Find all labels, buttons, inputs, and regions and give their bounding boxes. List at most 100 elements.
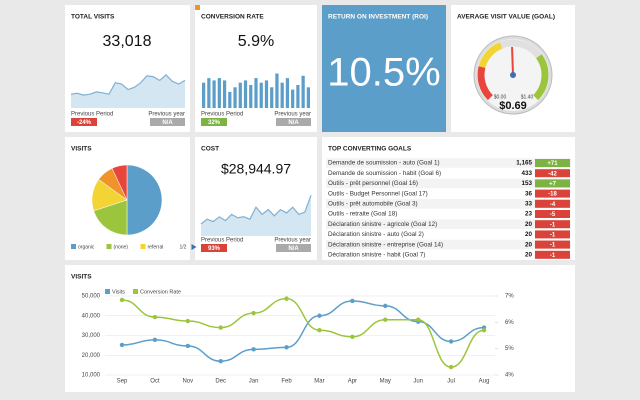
kpi-value: 10.5% bbox=[327, 51, 440, 95]
bar bbox=[296, 85, 300, 108]
legend-label: Conversion Rate bbox=[140, 289, 181, 295]
point bbox=[185, 343, 191, 349]
bar bbox=[202, 82, 206, 108]
y-tick-label: 10,000 bbox=[82, 373, 101, 379]
widget-title: VISITS bbox=[71, 146, 92, 153]
point bbox=[317, 313, 322, 318]
point bbox=[350, 298, 355, 304]
point bbox=[383, 303, 388, 309]
goal-count: 153 bbox=[521, 180, 532, 187]
widget-title: COST bbox=[201, 146, 219, 153]
bar bbox=[306, 87, 310, 108]
goal-name: Outils - prêt personnel (Goal 16) bbox=[328, 180, 418, 187]
goal-count: 20 bbox=[525, 221, 533, 228]
row-stripe bbox=[326, 219, 571, 229]
point bbox=[119, 342, 125, 348]
badge-text: -4 bbox=[550, 202, 556, 208]
point bbox=[317, 328, 322, 333]
sparkline-area bbox=[71, 74, 185, 108]
badge bbox=[535, 240, 570, 249]
point bbox=[448, 339, 454, 344]
label: Previous year bbox=[274, 238, 311, 244]
badge-text: -24% bbox=[77, 120, 92, 126]
label: Previous year bbox=[274, 112, 311, 118]
goal-name: Déclaration sinistre - agricole (Goal 12… bbox=[328, 221, 437, 228]
row-stripe bbox=[326, 239, 571, 250]
badge-text: N/A bbox=[162, 120, 173, 126]
badge-text: -42 bbox=[548, 171, 557, 177]
label: Previous Period bbox=[71, 112, 113, 118]
bar bbox=[212, 80, 216, 108]
goal-name: Demande de soumission - auto (Goal 1) bbox=[328, 160, 440, 167]
point bbox=[481, 328, 487, 333]
goal-count: 23 bbox=[525, 211, 533, 218]
pie-slice bbox=[126, 164, 163, 236]
gauge-max: $1.40 bbox=[521, 94, 534, 100]
point bbox=[185, 318, 191, 324]
pager-arrow bbox=[191, 244, 197, 250]
point bbox=[251, 347, 256, 352]
point bbox=[350, 334, 355, 340]
x-tick-label: Jul bbox=[447, 379, 455, 385]
badge bbox=[535, 250, 570, 259]
x-tick-label: Mar bbox=[314, 379, 324, 385]
x-tick-label: Jun bbox=[413, 379, 423, 385]
point bbox=[415, 317, 421, 322]
badge-text: 93% bbox=[208, 246, 221, 252]
legend-swatch bbox=[133, 289, 138, 294]
x-tick-label: Apr bbox=[348, 379, 357, 385]
x-tick-label: Nov bbox=[182, 379, 193, 385]
x-tick-label: Sep bbox=[117, 379, 128, 385]
pager: 1/2 bbox=[180, 244, 187, 250]
badge bbox=[535, 230, 570, 239]
legend-swatch bbox=[106, 244, 112, 249]
badge-text: +71 bbox=[547, 161, 558, 167]
point bbox=[284, 296, 289, 301]
point bbox=[448, 364, 454, 370]
y-tick-label: 40,000 bbox=[82, 313, 101, 319]
goal-name: Déclaration sinistre - auto (Goal 2) bbox=[328, 231, 424, 238]
gauge-band bbox=[478, 41, 503, 69]
panel bbox=[322, 5, 446, 132]
goal-name: Déclaration sinistre - habit (Goal 7) bbox=[328, 251, 425, 258]
sparkline-area bbox=[201, 195, 311, 236]
legend-label: (none) bbox=[114, 244, 129, 250]
legend-swatch bbox=[71, 244, 76, 249]
badge-text: N/A bbox=[288, 120, 299, 126]
badge bbox=[276, 118, 311, 126]
goal-count: 20 bbox=[525, 251, 533, 258]
panel bbox=[195, 5, 317, 132]
point bbox=[218, 325, 223, 330]
label: Previous Period bbox=[201, 112, 243, 118]
widget-title: TOTAL VISITS bbox=[71, 14, 115, 21]
y2-tick-label: 5% bbox=[505, 346, 514, 352]
x-tick-label: Aug bbox=[479, 379, 490, 385]
bar bbox=[243, 80, 248, 108]
gauge-min: $0.00 bbox=[494, 94, 507, 100]
bar bbox=[275, 73, 279, 108]
badge-text: +7 bbox=[549, 181, 557, 187]
bar bbox=[207, 78, 211, 108]
gauge-hub bbox=[510, 72, 516, 78]
x-tick-label: Feb bbox=[281, 379, 292, 385]
goal-name: Outils - Budget Personnel (Goal 17) bbox=[328, 190, 428, 197]
point bbox=[383, 317, 388, 322]
sparkline bbox=[200, 194, 312, 225]
bar bbox=[233, 87, 237, 108]
point bbox=[152, 314, 158, 320]
x-tick-label: Dec bbox=[215, 379, 226, 385]
legend-swatch bbox=[105, 289, 110, 294]
pie-slice bbox=[93, 199, 128, 236]
bar bbox=[264, 80, 269, 108]
bar bbox=[280, 82, 284, 108]
bar bbox=[249, 85, 253, 108]
badge-text: -18 bbox=[548, 192, 557, 198]
bar bbox=[238, 82, 242, 108]
kpi-value: 5.9% bbox=[238, 33, 274, 50]
y2-tick-label: 6% bbox=[505, 320, 514, 326]
goal-count: 33 bbox=[525, 200, 533, 207]
badge bbox=[535, 210, 570, 218]
bar bbox=[254, 78, 258, 108]
